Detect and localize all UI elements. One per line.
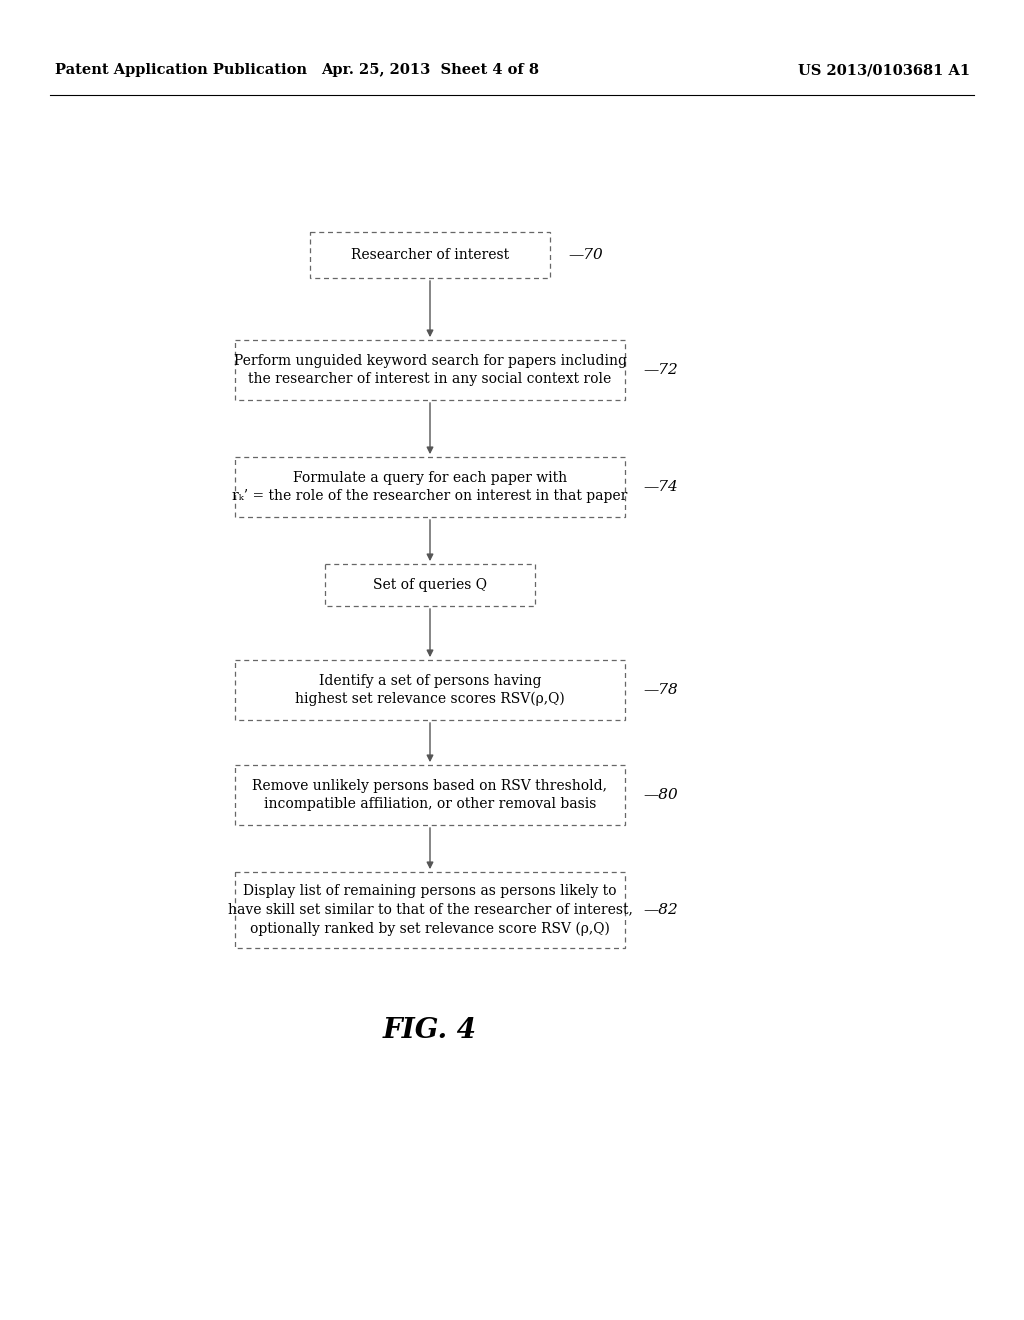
Text: Researcher of interest: Researcher of interest	[351, 248, 509, 261]
Text: Apr. 25, 2013  Sheet 4 of 8: Apr. 25, 2013 Sheet 4 of 8	[321, 63, 539, 77]
Text: Set of queries Q: Set of queries Q	[373, 578, 487, 591]
Text: FIG. 4: FIG. 4	[383, 1016, 477, 1044]
Text: —70: —70	[568, 248, 603, 261]
Text: —72: —72	[643, 363, 678, 378]
Bar	[234, 457, 625, 517]
Text: —80: —80	[643, 788, 678, 803]
Text: US 2013/0103681 A1: US 2013/0103681 A1	[798, 63, 970, 77]
Text: Identify a set of persons having
highest set relevance scores RSV(ρ,Q): Identify a set of persons having highest…	[295, 673, 565, 706]
Text: Patent Application Publication: Patent Application Publication	[55, 63, 307, 77]
Text: Display list of remaining persons as persons likely to
have skill set similar to: Display list of remaining persons as per…	[227, 884, 633, 936]
Text: —78: —78	[643, 682, 678, 697]
Text: Remove unlikely persons based on RSV threshold,
incompatible affiliation, or oth: Remove unlikely persons based on RSV thr…	[253, 779, 607, 812]
Text: —82: —82	[643, 903, 678, 917]
Bar	[234, 341, 625, 400]
Bar	[234, 660, 625, 719]
Text: Formulate a query for each paper with
rₖ’ = the role of the researcher on intere: Formulate a query for each paper with rₖ…	[232, 471, 628, 503]
Bar	[234, 766, 625, 825]
Bar	[234, 873, 625, 948]
Bar	[310, 232, 550, 279]
Text: Perform unguided keyword search for papers including
the researcher of interest : Perform unguided keyword search for pape…	[233, 354, 627, 387]
Text: —74: —74	[643, 480, 678, 494]
Bar	[325, 564, 535, 606]
